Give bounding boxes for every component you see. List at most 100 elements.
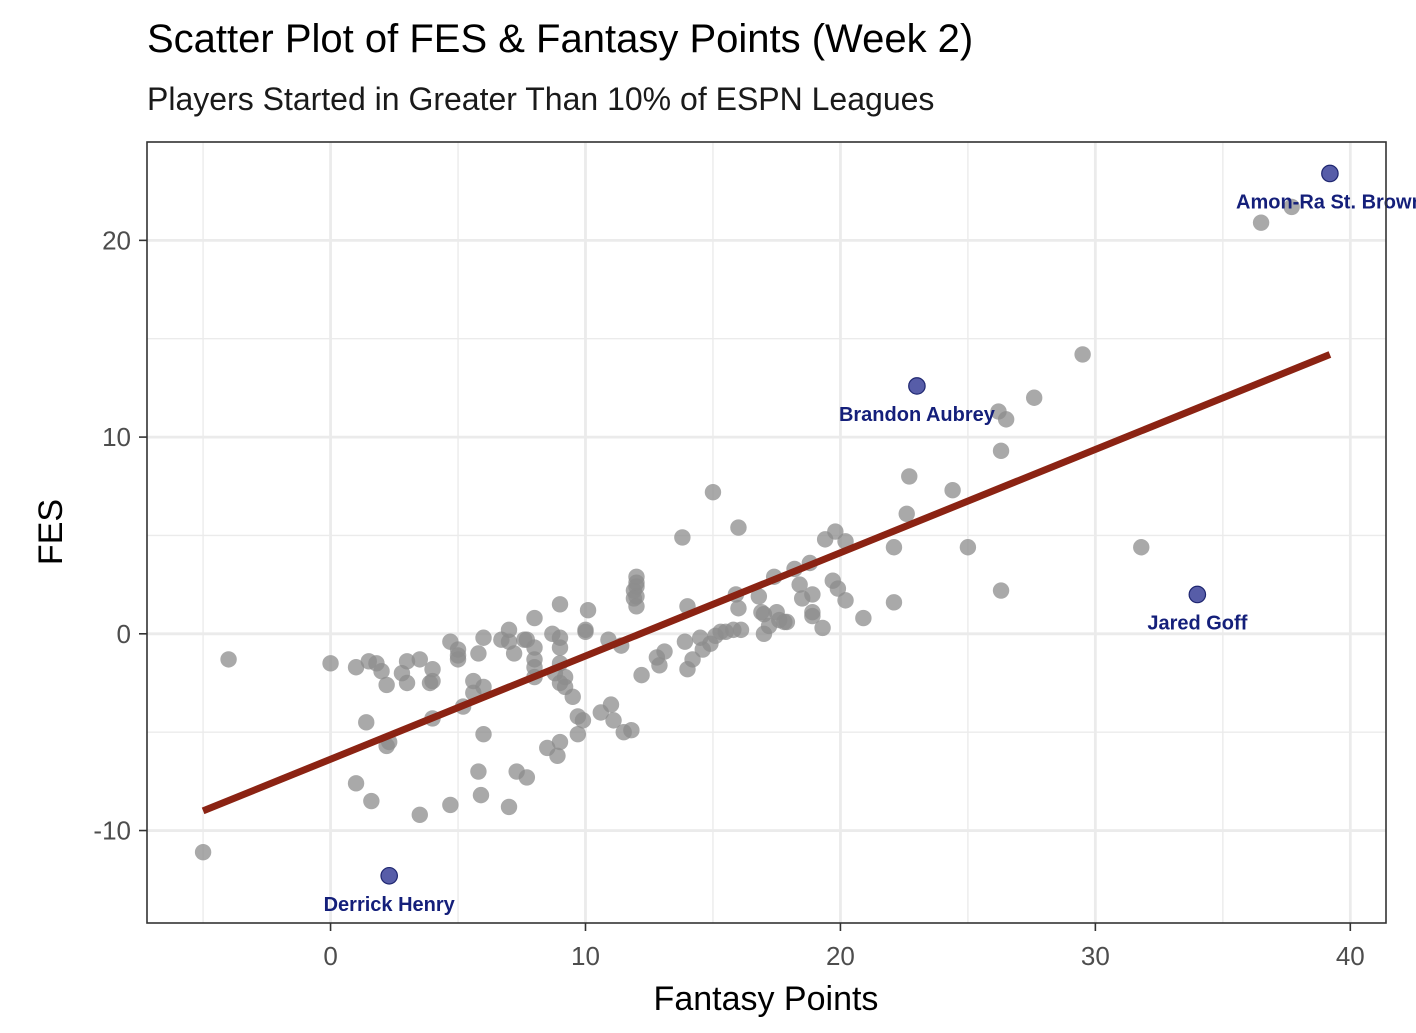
highlighted-points: Amon-Ra St. Brown Brandon Aubrey Jared Gof… <box>324 164 1416 916</box>
data-point <box>804 586 821 603</box>
x-tick-label: 20 <box>826 941 855 971</box>
data-point <box>475 678 492 696</box>
data-point <box>750 588 768 605</box>
data-point <box>194 843 212 861</box>
data-point <box>837 592 854 609</box>
data-point <box>628 598 645 615</box>
data-point <box>551 596 569 613</box>
data-point <box>674 529 691 546</box>
data-point <box>704 483 722 501</box>
data-point <box>518 769 536 786</box>
data-point <box>577 621 594 639</box>
player-label: Derrick Henry <box>324 894 456 916</box>
data-point <box>500 621 518 639</box>
data-point <box>347 659 365 676</box>
data-point <box>898 505 915 523</box>
data-point <box>791 576 808 593</box>
plot-panel-background <box>147 142 1386 923</box>
data-point <box>885 594 903 611</box>
data-point <box>778 613 796 631</box>
data-point <box>827 523 844 540</box>
data-point <box>358 714 375 731</box>
x-tick-label: 10 <box>571 941 600 971</box>
data-point <box>1283 198 1300 216</box>
data-point <box>411 806 428 824</box>
data-point <box>959 539 977 556</box>
y-axis-label: FES <box>32 499 70 565</box>
data-point <box>656 643 673 660</box>
data-point <box>220 651 237 668</box>
data-point <box>551 733 569 751</box>
data-point <box>992 442 1010 460</box>
data-point <box>442 796 459 814</box>
data-point <box>633 666 650 684</box>
x-tick-label: 40 <box>1336 941 1365 971</box>
x-tick-label: 0 <box>323 941 337 971</box>
chart-subtitle: Players Started in Greater Than 10% of E… <box>147 81 934 117</box>
data-point <box>901 468 918 485</box>
data-point <box>398 674 416 692</box>
highlighted-point <box>1188 585 1207 604</box>
data-point <box>1025 389 1043 406</box>
data-point <box>676 633 694 650</box>
data-point <box>411 651 428 668</box>
data-point <box>732 621 750 639</box>
data-point <box>651 657 668 674</box>
data-point <box>475 629 492 646</box>
data-point <box>1133 539 1150 556</box>
data-point <box>373 662 390 680</box>
y-tick-label: 20 <box>102 225 131 255</box>
data-point <box>730 600 747 617</box>
data-point <box>470 763 487 780</box>
data-point <box>449 647 467 664</box>
chart-title: Scatter Plot of FES & Fantasy Points (We… <box>147 17 973 61</box>
data-point <box>551 639 569 656</box>
player-label: Amon-Ra St. Brown <box>1236 191 1416 213</box>
data-point <box>475 725 492 743</box>
data-point <box>730 519 747 536</box>
data-point <box>944 482 961 499</box>
axes: 0 10 20 30 40 -10 0 10 20 <box>93 225 1364 971</box>
data-point <box>424 661 441 678</box>
data-point <box>605 712 622 729</box>
data-point <box>505 645 523 662</box>
y-tick-label: 10 <box>102 422 131 452</box>
data-point <box>564 688 581 705</box>
data-point <box>549 747 566 764</box>
data-point <box>378 676 395 694</box>
data-point <box>526 639 543 656</box>
data-point <box>992 582 1010 599</box>
player-label: Jared Goff <box>1147 612 1247 634</box>
data-point <box>322 655 339 672</box>
highlighted-point <box>380 866 398 885</box>
data-point <box>829 580 847 597</box>
data-point <box>1252 214 1270 231</box>
data-point <box>347 775 365 792</box>
player-label: Brandon Aubrey <box>839 404 996 426</box>
data-point <box>363 792 380 810</box>
data-points <box>194 198 1300 861</box>
y-tick-label: 0 <box>117 619 131 649</box>
grid-lines <box>147 141 1386 923</box>
data-point <box>398 653 416 670</box>
data-point <box>500 798 518 816</box>
data-point <box>1074 346 1091 363</box>
data-point <box>472 786 490 804</box>
data-point <box>424 672 441 690</box>
y-tick-label: -10 <box>93 816 131 846</box>
plot-panel-border <box>146 141 1387 924</box>
data-point <box>814 619 831 637</box>
trend-line-layer <box>201 351 1332 815</box>
data-point <box>855 609 872 627</box>
data-point <box>569 725 587 743</box>
data-point <box>684 651 701 668</box>
highlighted-point <box>1321 164 1339 183</box>
data-point <box>579 602 597 619</box>
data-point <box>885 539 903 556</box>
data-point <box>804 607 821 625</box>
data-point <box>602 696 620 713</box>
trend-line <box>201 351 1332 815</box>
x-axis-label: Fantasy Points <box>654 980 879 1018</box>
